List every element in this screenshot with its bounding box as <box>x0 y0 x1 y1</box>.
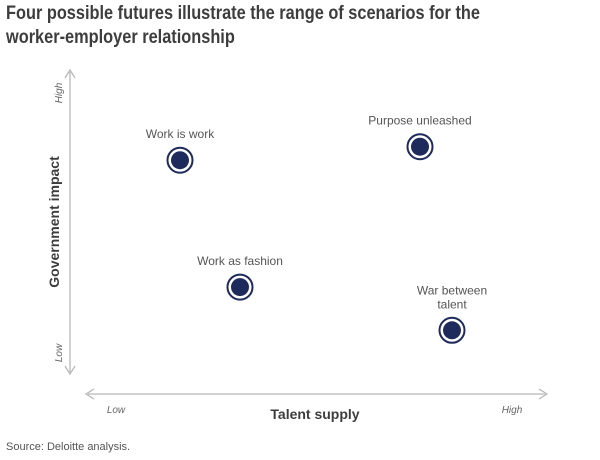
x-tick-high: High <box>502 405 523 416</box>
marker-dot <box>443 321 461 340</box>
source-note: Source: Deloitte analysis. <box>6 441 131 453</box>
x-axis-left-arrow <box>84 388 95 400</box>
x-axis-right-arrow <box>538 388 549 400</box>
y-axis-label: Government impact <box>46 156 62 288</box>
point-label: Work as fashion <box>197 254 283 268</box>
y-tick-low: Low <box>54 343 65 362</box>
y-axis-bottom-arrow <box>64 365 76 376</box>
point-label: Purpose unleashed <box>368 114 471 128</box>
axes: Government impact High Low Talent supply… <box>46 68 549 422</box>
point-label: Work is work <box>146 127 215 141</box>
y-tick-high: High <box>54 82 65 103</box>
marker-dot <box>411 137 429 156</box>
chart-title-line-2: worker-employer relationship <box>6 27 235 48</box>
scenario-point-work-as-fashion: Work as fashion <box>197 254 283 301</box>
marker-dot <box>171 151 189 170</box>
scenario-point-work-is-work: Work is work <box>146 127 215 174</box>
x-axis-label: Talent supply <box>270 406 359 422</box>
x-tick-low: Low <box>107 405 126 416</box>
y-axis-top-arrow <box>64 68 76 79</box>
point-label: War between <box>417 283 487 297</box>
data-points: Work is work Purpose unleashed Work as fas… <box>146 114 487 344</box>
scenario-point-purpose-unleashed: Purpose unleashed <box>368 114 472 161</box>
point-label: talent <box>437 297 467 311</box>
chart-title: Four possible futures illustrate the ran… <box>6 2 488 50</box>
marker-dot <box>231 278 249 297</box>
chart-title-line-1: Four possible futures illustrate the ran… <box>6 3 480 24</box>
